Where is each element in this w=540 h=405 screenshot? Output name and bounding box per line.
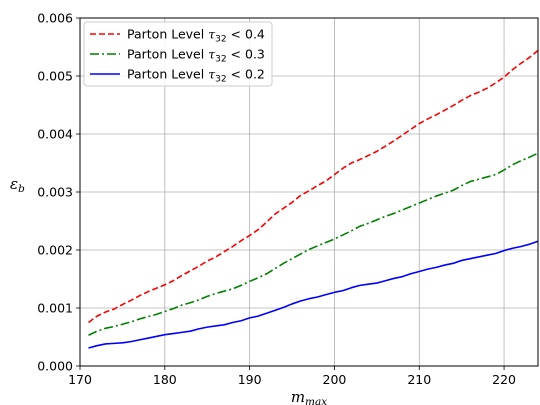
x-tick-label: 180	[153, 372, 177, 387]
series-group	[87, 49, 539, 349]
x-tick-label: 190	[238, 372, 262, 387]
y-axis-label: εb	[10, 175, 25, 195]
legend-box	[83, 21, 273, 87]
legend-entry-0: Parton Level τ32 < 0.4	[127, 27, 265, 45]
x-tick-label: 210	[407, 372, 431, 387]
x-axis-ticks: 170 180 190 200 210 220	[68, 366, 516, 387]
series-line-2	[88, 240, 539, 349]
legend: Parton Level τ32 < 0.4 Parton Level τ32 <…	[83, 21, 273, 87]
y-axis-ticks: 0.000 0.001 0.002 0.003 0.004 0.005 0.006	[37, 11, 80, 374]
x-tick-label: 200	[323, 372, 347, 387]
y-tick-label: 0.000	[37, 359, 73, 374]
y-tick-label: 0.006	[37, 11, 73, 26]
y-tick-label: 0.001	[37, 301, 73, 316]
legend-entry-2: Parton Level τ32 < 0.2	[127, 67, 265, 85]
x-axis-label: mmax	[291, 388, 327, 405]
x-tick-label: 220	[492, 372, 516, 387]
legend-entry-1: Parton Level τ32 < 0.3	[127, 47, 265, 65]
x-tick-label: 170	[68, 372, 92, 387]
y-tick-label: 0.003	[37, 185, 73, 200]
series-line-1	[88, 152, 539, 336]
y-tick-label: 0.004	[37, 127, 73, 142]
series-line-0	[87, 49, 539, 324]
y-tick-label: 0.005	[37, 69, 73, 84]
y-tick-label: 0.002	[37, 243, 73, 258]
